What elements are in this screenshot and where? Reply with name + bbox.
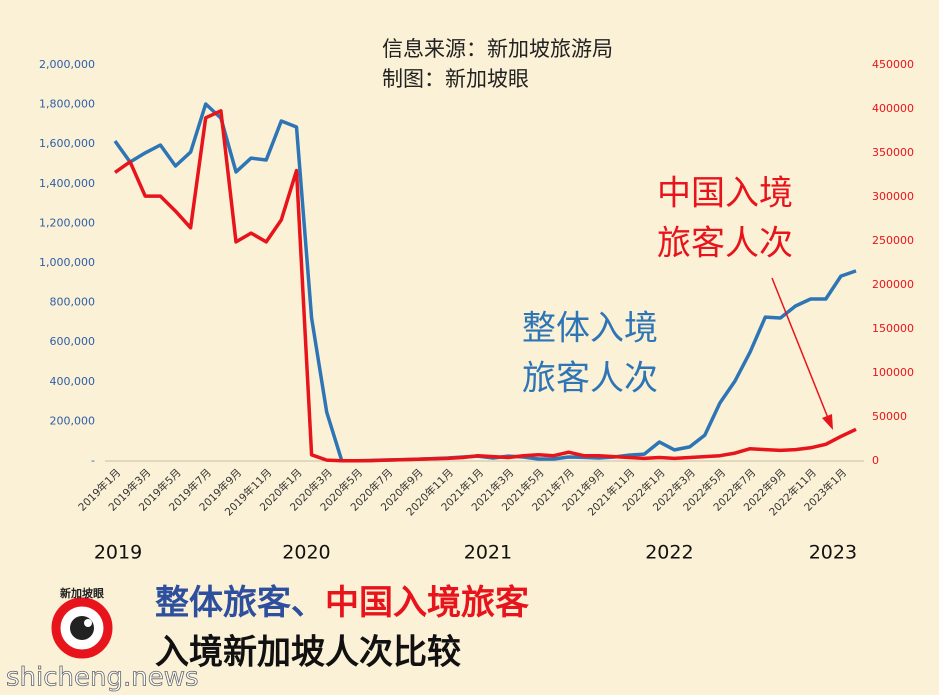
y-tick-label: 1,400,000 (39, 177, 95, 190)
arrow (771, 277, 829, 419)
logo-glint (84, 619, 92, 627)
y2-tick-label: 50000 (872, 410, 907, 423)
y-tick-label: 200,000 (50, 414, 96, 427)
annotation: 整体入境 (522, 309, 658, 349)
y-tick-label: 400,000 (50, 375, 96, 388)
y-tick-label: 1,600,000 (39, 137, 95, 150)
y2-tick-label: 150000 (872, 322, 914, 335)
logo-eye (70, 616, 94, 640)
y-tick-label: 600,000 (50, 335, 96, 348)
title-line2: 入境新加坡人次比较 (155, 633, 461, 673)
title-part: 中国入境旅客 (325, 583, 529, 623)
y2-tick-label: 400000 (872, 102, 914, 115)
y-tick-label: 1,800,000 (39, 98, 95, 111)
y2-tick-label: 450000 (872, 58, 914, 71)
series-line (113, 109, 857, 463)
title-part: 整体旅客、 (155, 583, 325, 623)
title: 整体旅客、中国入境旅客 (155, 583, 529, 623)
y2-tick-label: 300000 (872, 190, 914, 203)
year-label: 2023 (809, 542, 857, 564)
watermark: shicheng.news (6, 663, 199, 693)
arrow-head (822, 414, 833, 430)
source-text: 制图：新加坡眼 (382, 67, 529, 91)
year-label: 2019 (94, 542, 142, 564)
y-tick-label: 1,200,000 (39, 216, 95, 229)
y2-tick-label: 250000 (872, 234, 914, 247)
year-label: 2020 (282, 542, 330, 564)
annotation: 中国入境 (657, 174, 793, 214)
y2-tick-label: 0 (872, 454, 879, 467)
y-tick-label: 800,000 (50, 296, 96, 309)
y2-tick-label: 350000 (872, 146, 914, 159)
annotation: 旅客人次 (657, 224, 793, 264)
year-label: 2022 (645, 542, 693, 564)
logo-text: 新加坡眼 (60, 586, 104, 600)
annotation: 旅客人次 (522, 359, 658, 399)
source-text: 信息来源：新加坡旅游局 (382, 37, 613, 61)
y-tick-label: - (91, 454, 95, 467)
year-label: 2021 (464, 542, 512, 564)
y2-tick-label: 200000 (872, 278, 914, 291)
y-tick-label: 1,000,000 (39, 256, 95, 269)
y-tick-label: 2,000,000 (39, 58, 95, 71)
y2-tick-label: 100000 (872, 366, 914, 379)
